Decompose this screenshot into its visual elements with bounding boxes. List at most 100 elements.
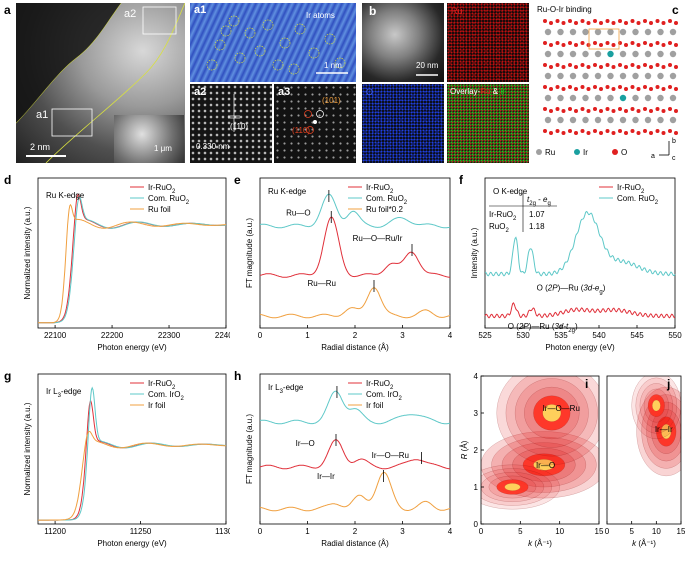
panel-label: h [234,369,241,383]
heatmap-contour [504,483,521,491]
o-atom [543,85,547,89]
panel-label-a3: a3 [278,86,291,98]
legend-label-2: Ru foil*0.2 [366,205,403,214]
overlay-prefix: Overlay- [450,87,481,96]
o-atom [611,131,616,135]
legend-label-o: O [621,148,627,157]
o-atom [643,63,647,67]
ru-atom [544,72,552,80]
ru-atom [607,116,614,124]
ru-atom [544,28,552,36]
ru-atom [557,72,564,80]
x-tick-label: 4 [448,527,453,536]
x-tick-label: 0 [479,527,484,536]
o-atom [624,87,628,91]
scale-inset: 1 μm [154,144,172,153]
ru-atom [619,28,627,36]
o-atom [574,131,578,135]
ru-atom [582,94,589,102]
panel-label-a: a [4,3,11,17]
o-atom [611,109,616,113]
o-atom [643,85,647,89]
o-atom [655,41,660,45]
ru-atom [619,116,627,124]
o-atom [580,41,585,45]
o-atom [543,63,547,67]
o-atom [611,21,616,25]
ru-atom [544,116,552,124]
x-tick-label: 550 [668,331,682,340]
ru-atom [607,28,614,36]
o-atom [561,87,566,91]
ru-atom [644,116,652,124]
o-atom [649,65,653,69]
o-atom [599,43,603,47]
o-atom [586,109,591,113]
spacing-a2: 0.330 nm [196,142,230,151]
panel-label: g [4,369,11,383]
legend-label-0: Ir-RuO2 [148,379,176,391]
x-tick-label: 10 [555,527,564,536]
o-atom [593,107,597,111]
x-tick-label: 22100 [44,331,67,340]
o-atom [624,131,628,135]
o-atom [636,65,641,69]
annot-ir-o: Ir—O [296,439,315,448]
ru-atom [582,28,589,36]
x-tick-label: 1 [305,331,310,340]
legend-label-0: Ir-RuO2 [366,379,394,391]
o-atom [655,129,660,133]
o-atom [674,65,678,69]
binding-highlight [588,28,620,50]
o-atom [599,87,603,91]
o-atom [561,109,566,113]
series-line-2 [259,287,451,319]
ru-atom [632,72,639,80]
o-atom [593,85,597,89]
ru-atom [669,72,677,80]
series-line-0 [484,302,675,319]
ru-atom [569,94,577,102]
ru-atom [669,28,677,36]
o-atom [543,129,547,133]
x-tick-label: 540 [592,331,606,340]
plot-frame [259,373,451,525]
o-atom [574,21,578,25]
o-atom [561,65,566,69]
o-atom [624,109,628,113]
ru-atom [569,72,577,80]
ru-atom [657,116,664,124]
chart-f: 525 530 535 540 545 550 Photon energy (eV) Inte… [459,173,682,352]
o-atom [580,63,585,67]
ru-atom [594,94,602,102]
ru-atom [669,116,677,124]
y-axis-label: R (Å) [460,440,469,459]
overlay-ru: Ru [480,87,491,96]
plot-frame [259,177,451,329]
o-atom [605,41,610,45]
o-atom [574,65,578,69]
y-tick-label: 3 [474,409,479,418]
x-tick-label: 545 [630,331,644,340]
region-label-a2: a2 [124,8,137,20]
o-atom [555,129,560,133]
plane-110: (110) [292,126,311,135]
panel-label-a1: a1 [194,4,207,16]
o-atom [668,107,672,111]
panel-label: d [4,173,11,187]
panel-label: e [234,173,241,187]
ru-atom [569,50,577,58]
series-line-0 [38,193,226,324]
x-axis-label: Photon energy (eV) [545,343,615,352]
o-atom [624,65,628,69]
o-atom [649,21,653,25]
legend-label-2: Ru foil [148,205,171,214]
o-atom [630,85,635,89]
x-tick-label: 10 [652,527,661,536]
x-tick-label: 15 [595,527,604,536]
ru-atom [557,94,564,102]
o-atom [555,63,560,67]
o-atom [549,109,553,113]
ru-atom [557,50,564,58]
x-tick-label: 0 [258,527,263,536]
